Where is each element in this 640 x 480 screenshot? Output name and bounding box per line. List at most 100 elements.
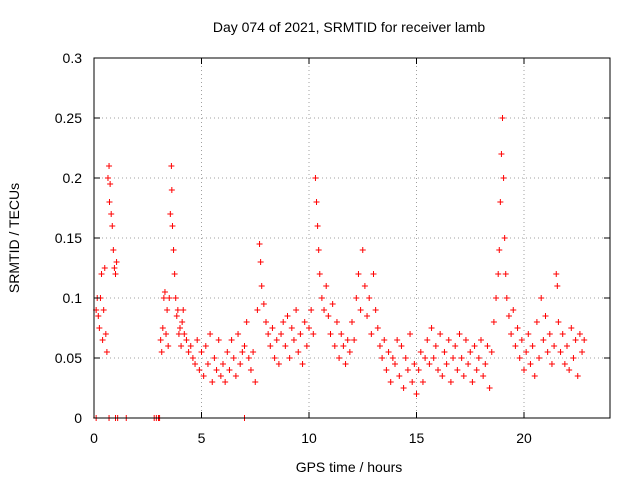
data-point [518, 337, 525, 343]
data-point [295, 349, 302, 355]
data-point [340, 343, 347, 349]
data-point [200, 373, 207, 379]
data-point [323, 283, 330, 289]
data-point [183, 337, 190, 343]
data-point [235, 331, 242, 337]
data-point [471, 343, 478, 349]
y-tick-label: 0.2 [63, 170, 83, 186]
data-point [106, 199, 113, 205]
data-point [314, 223, 321, 229]
data-point [456, 331, 463, 337]
data-point [99, 337, 106, 343]
data-point [576, 331, 583, 337]
data-point [171, 271, 178, 277]
data-point [297, 331, 304, 337]
y-tick-label: 0.25 [55, 110, 82, 126]
data-point [495, 271, 502, 277]
data-point [336, 355, 343, 361]
data-point [273, 337, 280, 343]
data-point [260, 301, 267, 307]
data-point [568, 325, 575, 331]
data-point [469, 379, 476, 385]
data-point [454, 367, 461, 373]
data-point [254, 307, 261, 313]
data-point [346, 349, 353, 355]
data-point [301, 319, 308, 325]
data-point [351, 337, 358, 343]
data-point [527, 361, 534, 367]
data-point [402, 355, 409, 361]
data-point [490, 319, 497, 325]
data-point [538, 295, 545, 301]
data-point [109, 223, 116, 229]
data-point [269, 325, 276, 331]
y-tick-label: 0 [74, 410, 82, 426]
data-point [404, 367, 411, 373]
y-axis: 0 0.05 0.1 0.15 0.2 0.25 0.3 [55, 50, 610, 426]
data-point [101, 265, 108, 271]
data-point [247, 367, 254, 373]
data-point [435, 367, 441, 373]
data-point [366, 295, 373, 301]
data-point [411, 361, 418, 367]
data-point [443, 361, 450, 367]
data-point [374, 325, 381, 331]
y-tick-label: 0.15 [55, 230, 82, 246]
data-point [306, 325, 312, 331]
data-point [220, 361, 226, 367]
data-point [467, 349, 474, 355]
data-point [103, 349, 110, 355]
data-point [473, 367, 480, 373]
data-point [546, 331, 553, 337]
data-point [516, 355, 523, 361]
data-point [308, 307, 315, 313]
data-point [566, 367, 573, 373]
data-point [353, 295, 360, 301]
data-point [465, 361, 472, 367]
data-point [321, 307, 328, 313]
data-point [325, 313, 332, 319]
data-point [389, 355, 396, 361]
data-point [160, 295, 167, 301]
data-point [168, 187, 175, 193]
data-point [164, 307, 171, 313]
x-tick-label: 15 [409, 430, 425, 446]
data-point [224, 349, 231, 355]
data-point [551, 343, 558, 349]
data-point [163, 331, 170, 337]
data-point [104, 175, 111, 181]
data-point [215, 337, 222, 343]
data-point [338, 331, 345, 337]
data-point [387, 379, 394, 385]
data-point [106, 163, 113, 169]
data-point [96, 325, 103, 331]
data-point [503, 295, 510, 301]
data-point [286, 355, 293, 361]
data-point [426, 361, 433, 367]
data-point [432, 343, 439, 349]
data-point [239, 349, 246, 355]
grid [94, 58, 610, 418]
data-point [169, 223, 176, 229]
data-point [447, 379, 454, 385]
data-point [428, 325, 435, 331]
data-point [198, 349, 205, 355]
data-point [113, 259, 120, 265]
data-point [303, 343, 310, 349]
data-point [581, 337, 588, 343]
data-point [508, 331, 515, 337]
data-point [510, 307, 517, 313]
data-point [327, 331, 334, 337]
data-point [180, 307, 187, 313]
data-point [361, 283, 368, 289]
data-point [237, 361, 244, 367]
data-point [257, 259, 264, 265]
data-point [107, 181, 114, 187]
data-point [398, 343, 405, 349]
data-point [288, 325, 295, 331]
data-point [207, 331, 214, 337]
y-axis-label: SRMTID / TECUs [6, 183, 22, 293]
data-point [502, 271, 509, 277]
data-point [170, 247, 177, 253]
data-point [413, 391, 420, 397]
